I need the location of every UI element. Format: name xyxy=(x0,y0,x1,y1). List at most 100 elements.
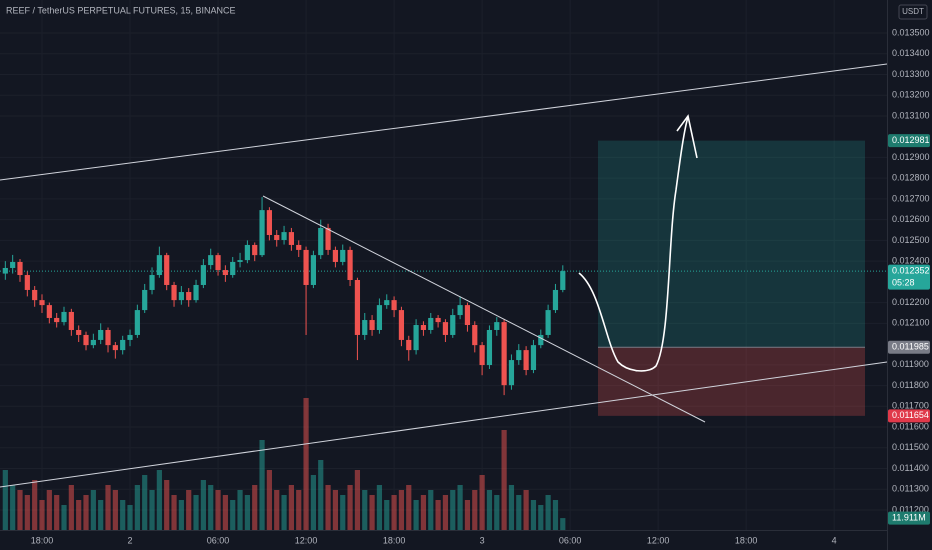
candle-body xyxy=(384,300,390,306)
candle-body xyxy=(120,339,126,351)
volume-bar xyxy=(90,490,96,530)
volume-bar xyxy=(413,500,419,530)
candle-body xyxy=(193,284,199,301)
projection-arrowhead xyxy=(676,114,698,159)
candle-body xyxy=(303,249,309,285)
volume-bar xyxy=(252,485,258,530)
candle-body xyxy=(68,311,74,330)
y-tick-label: 0.011300 xyxy=(892,484,929,494)
candle-body xyxy=(215,255,221,271)
x-tick-label: 18:00 xyxy=(383,535,406,545)
stop-price-badge-bg xyxy=(888,409,930,423)
candle-body xyxy=(244,244,250,261)
candle-body xyxy=(340,249,346,262)
volume-bar xyxy=(215,490,221,530)
volume-bar xyxy=(552,500,559,530)
candle-body xyxy=(310,255,317,285)
volume-bar xyxy=(560,518,566,530)
volume-bar xyxy=(230,500,236,530)
volume-bar xyxy=(486,490,493,530)
y-tick-label: 0.013400 xyxy=(892,48,930,58)
volume-bar xyxy=(288,485,294,530)
candle-body xyxy=(149,275,155,290)
volume-bar xyxy=(149,490,155,530)
candle-body xyxy=(10,261,16,268)
candle-body xyxy=(98,329,104,340)
candle-body xyxy=(347,249,353,281)
candle-body xyxy=(230,261,236,276)
candle-body xyxy=(296,244,302,250)
volume-bar xyxy=(420,495,427,530)
candle-body xyxy=(200,265,206,285)
y-tick-label: 0.012200 xyxy=(892,297,930,307)
volume-bar xyxy=(303,398,309,530)
volume-bar xyxy=(464,500,471,530)
candle-body xyxy=(2,267,8,274)
candle-body xyxy=(54,317,60,323)
volume-bar xyxy=(347,485,353,530)
candle-body xyxy=(479,345,485,366)
target-price-badge: 0.012981 xyxy=(892,135,930,145)
volume-bar xyxy=(259,440,265,530)
candle-body xyxy=(325,227,331,250)
volume-bar xyxy=(442,495,449,530)
candle-body xyxy=(274,235,280,240)
candle-body xyxy=(494,322,500,330)
grid xyxy=(0,270,887,272)
candle-body xyxy=(516,350,522,361)
volume-bar xyxy=(296,490,302,530)
profit-zone xyxy=(598,140,865,348)
volume-bar xyxy=(479,475,485,530)
entry-price-badge: 0.011985 xyxy=(892,342,929,352)
target-price-badge-bg xyxy=(888,134,930,148)
candle-body xyxy=(442,322,449,335)
volume-bar xyxy=(24,495,30,530)
volume-bar xyxy=(222,495,228,530)
y-tick-label: 0.011200 xyxy=(892,504,929,514)
volume-bar xyxy=(200,480,206,530)
candle-body xyxy=(545,310,551,335)
volume-bar xyxy=(193,495,199,530)
candle-body xyxy=(552,289,559,311)
candle-body xyxy=(420,325,427,330)
y-tick-label: 0.012900 xyxy=(892,152,930,162)
y-tick-label: 0.012500 xyxy=(892,235,930,245)
candle-body xyxy=(266,210,272,236)
candle-body xyxy=(472,325,478,346)
candle-body xyxy=(523,350,529,371)
volume-bar xyxy=(516,495,522,530)
x-tick-label: 2 xyxy=(128,535,133,545)
volume-bar xyxy=(457,485,463,530)
y-tick-label: 0.012800 xyxy=(892,173,930,183)
candle-body xyxy=(17,261,23,276)
volume-bar xyxy=(98,500,104,530)
x-tick-label: 18:00 xyxy=(31,535,54,545)
y-tick-label: 0.011500 xyxy=(892,442,929,452)
candle-body xyxy=(127,334,133,340)
candle-body xyxy=(501,322,507,386)
volume-bar xyxy=(112,490,118,530)
candle-body xyxy=(288,232,294,245)
last-price-badge: 0.012352 xyxy=(892,265,930,275)
volume-badge: 11.911M xyxy=(892,512,926,522)
candles xyxy=(2,197,566,396)
position-box xyxy=(598,140,865,416)
volume-bar xyxy=(105,485,111,530)
chart-title: REEF / TetherUS PERPETUAL FUTURES, 15, B… xyxy=(6,5,236,15)
lower-channel-line xyxy=(0,361,888,488)
volume-bar xyxy=(83,495,89,530)
candle-body xyxy=(208,255,214,266)
volume-bar xyxy=(2,470,8,530)
volume-bar xyxy=(10,485,16,530)
candle-body xyxy=(237,260,243,262)
y-tick-label: 0.013200 xyxy=(892,90,930,100)
volume-bar xyxy=(523,490,529,530)
candle-body xyxy=(413,325,419,351)
candle-body xyxy=(538,334,544,346)
volume-bar xyxy=(538,505,544,530)
volume-bar xyxy=(369,495,375,530)
candle-body xyxy=(464,305,471,326)
